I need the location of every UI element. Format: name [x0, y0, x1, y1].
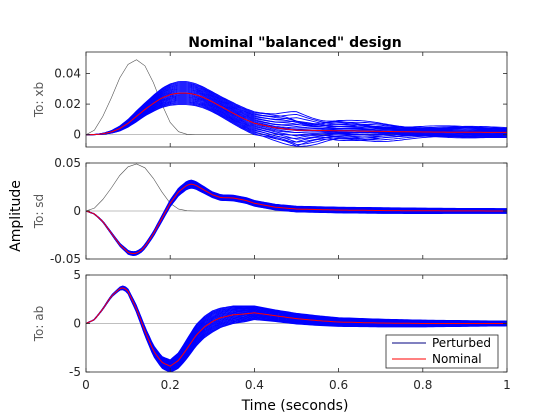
x-tick-label: 0: [82, 378, 90, 392]
y-tick-label: 0.04: [54, 66, 81, 80]
perturbed-line: [86, 185, 507, 255]
perturbed-line: [86, 187, 507, 256]
perturbed-line: [86, 187, 507, 256]
perturbed-line: [86, 82, 507, 136]
subplot-ylabel: To: xb: [32, 82, 46, 118]
plot-area-1: [86, 59, 507, 147]
perturbed-line: [86, 185, 507, 255]
perturbed-line: [86, 99, 507, 139]
y-tick-label: 0.02: [54, 97, 81, 111]
x-tick-label: 1: [503, 378, 511, 392]
subplot-ylabel: To: ab: [32, 306, 46, 342]
perturbed-line: [86, 285, 507, 361]
perturbed-line: [86, 185, 507, 256]
perturbed-line: [86, 91, 507, 136]
perturbed-line: [86, 89, 507, 136]
subplot-1: 0 0.02 0.04 To: xb: [32, 51, 508, 148]
subplot-2: -0.05 0 0.05 To: sd: [32, 156, 508, 266]
axes-box: [85, 51, 508, 148]
perturbed-line: [86, 186, 507, 256]
input-signal-line: [86, 163, 507, 212]
x-axis-label: Time (seconds): [241, 398, 349, 414]
x-tick-label: 0.2: [161, 378, 180, 392]
y-tick-label: 0: [73, 317, 81, 331]
x-tick-label: 0.4: [245, 378, 264, 392]
input-signal-line: [86, 59, 507, 135]
perturbed-line: [86, 184, 507, 255]
nominal-line: [86, 92, 507, 136]
legend-box: [385, 334, 499, 369]
y-tick-label: 0.05: [54, 156, 81, 170]
perturbed-line: [86, 186, 507, 256]
plot-area-3: [86, 285, 507, 372]
y-tick-label: -0.05: [50, 252, 81, 266]
x-tick-label: 0.6: [329, 378, 348, 392]
subplot-ylabel: To: sd: [32, 194, 46, 229]
perturbed-line: [86, 97, 507, 136]
legend-label-perturbed: Perturbed: [432, 336, 491, 350]
nominal-line: [86, 287, 507, 367]
chart-title: Nominal "balanced" design: [188, 35, 401, 51]
perturbed-line: [86, 187, 507, 256]
perturbed-line: [86, 184, 507, 255]
perturbed-line: [86, 85, 507, 136]
legend-label-nominal: Nominal: [432, 352, 482, 366]
perturbed-line: [86, 184, 507, 255]
perturbed-line: [86, 179, 507, 253]
y-tick-label: 5: [73, 268, 81, 282]
legend: Perturbed Nominal: [385, 334, 499, 369]
plot-area-2: [86, 163, 507, 256]
x-tick-label: 0.8: [413, 378, 432, 392]
y-axis-label: Amplitude: [8, 180, 24, 252]
perturbed-line: [86, 103, 507, 147]
nominal-line: [86, 183, 507, 255]
y-tick-label: 0: [73, 128, 81, 142]
perturbed-line: [86, 81, 507, 136]
y-tick-label: -5: [69, 365, 81, 379]
y-tick-label: 0: [73, 204, 81, 218]
perturbed-line: [86, 83, 507, 136]
